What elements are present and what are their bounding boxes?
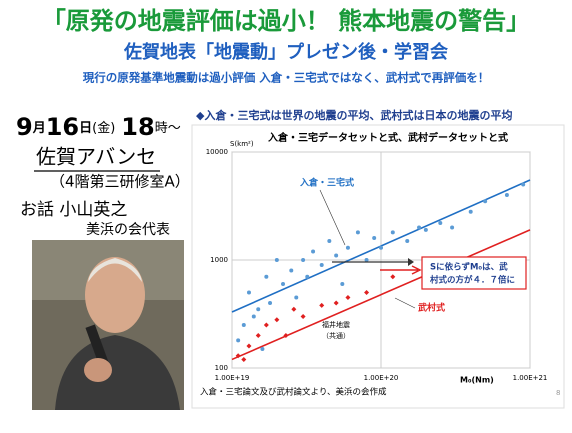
data-point (283, 332, 289, 338)
month: 9 (16, 113, 33, 141)
data-point (264, 274, 269, 279)
venue: 佐賀アバンセ (36, 145, 156, 169)
data-point (301, 258, 306, 262)
chart-heading: ◆入倉・三宅式は世界の地震の平均、武村式は日本の地震の平均 (196, 108, 512, 122)
data-point (300, 313, 306, 319)
data-point (255, 332, 261, 338)
data-point (327, 238, 332, 243)
data-point (390, 230, 395, 235)
day: 16 (46, 113, 79, 141)
data-point (504, 192, 509, 197)
speaker-org: 美浜の会代表 (86, 222, 170, 238)
x-tick-label: 1.00E+21 (513, 374, 548, 382)
data-point (450, 225, 455, 230)
x-tick-label: 1.00E+20 (364, 374, 399, 382)
line-label: 武村式 (418, 302, 445, 314)
data-point (263, 322, 269, 328)
callout-arrow (380, 265, 422, 275)
data-point (345, 294, 351, 300)
data-point (521, 182, 526, 187)
y-tick-label: 1000 (210, 256, 228, 264)
weekday: (金) (92, 120, 115, 136)
data-point (438, 221, 443, 226)
annotation: 福井地震 (322, 320, 350, 329)
data-point (291, 306, 297, 312)
day-unit: 日 (79, 121, 92, 136)
data-point (311, 249, 316, 254)
data-point (379, 245, 383, 250)
month-unit: 月 (32, 121, 46, 136)
y-tick-label: 100 (215, 364, 228, 372)
data-point (241, 356, 247, 362)
speaker-photo (32, 240, 184, 410)
data-point (246, 343, 252, 349)
hour-unit: 時～ (155, 121, 181, 136)
hour: 18 (121, 113, 154, 141)
data-point (236, 338, 241, 343)
data-point (319, 302, 325, 308)
callout-text: 村式の方が４．７倍に (430, 275, 515, 286)
footnote: 入倉・三宅論文及び武村論文より、美浜の会作成 (200, 387, 387, 398)
data-point (423, 227, 428, 232)
leader (394, 297, 416, 309)
data-point (345, 245, 350, 250)
x-tick-label: 1.00E+19 (215, 374, 250, 382)
annotation: （共通） (322, 331, 350, 340)
data-point (468, 209, 473, 214)
date: 9月16日(金) 18時～ (16, 113, 181, 141)
line-label: 入倉・三宅式 (299, 177, 354, 189)
data-point (340, 281, 345, 286)
title: 「原発の地震評価は過小！ 熊本地震の警告」 (42, 7, 530, 35)
chart-title: 入倉・三宅データセットと式、武村データセットと式 (268, 131, 508, 144)
data-point (334, 253, 339, 258)
page-number: 8 (556, 389, 560, 397)
room: （4階第三研修室A） (50, 173, 190, 191)
data-point (274, 258, 279, 262)
subtitle: 佐賀地表「地震動」プレゼン後・学習会 (123, 41, 448, 63)
data-point (289, 268, 294, 273)
data-point (235, 353, 241, 359)
data-point (305, 274, 310, 279)
chart: 100 1000 10000 1.00E+19 1.00E+20 1.00E+21 S(km… (206, 140, 548, 385)
leader (319, 189, 346, 246)
data-point (251, 314, 256, 319)
y-axis-label: S(km²) (230, 140, 254, 148)
data-point (260, 346, 265, 351)
data-point (319, 262, 324, 267)
data-point (274, 317, 280, 323)
callout-box (421, 256, 527, 290)
data-point (372, 235, 377, 240)
callout-text: Sに依らずM₀は、武 (430, 262, 508, 273)
data-point (281, 281, 286, 286)
data-point (256, 307, 261, 312)
arrow-head (408, 258, 414, 266)
data-point (483, 199, 488, 204)
x-axis-label: M₀(Nm) (460, 376, 494, 385)
fit-line (231, 229, 531, 361)
data-point (364, 258, 369, 262)
data-point (364, 290, 370, 296)
data-point (417, 225, 422, 230)
data-point (405, 238, 410, 243)
y-tick-label: 10000 (206, 148, 228, 156)
data-point (241, 323, 246, 328)
talk: お話 小山英之 (20, 200, 127, 220)
lead: 現行の原発基準地震動は過小評価 入倉・三宅式ではなく、武村式で再評価を！ (83, 71, 490, 85)
data-point (294, 295, 299, 300)
data-point (355, 230, 360, 235)
data-point (333, 300, 339, 306)
data-point (390, 274, 396, 280)
data-point (268, 300, 273, 305)
data-point (246, 290, 251, 295)
